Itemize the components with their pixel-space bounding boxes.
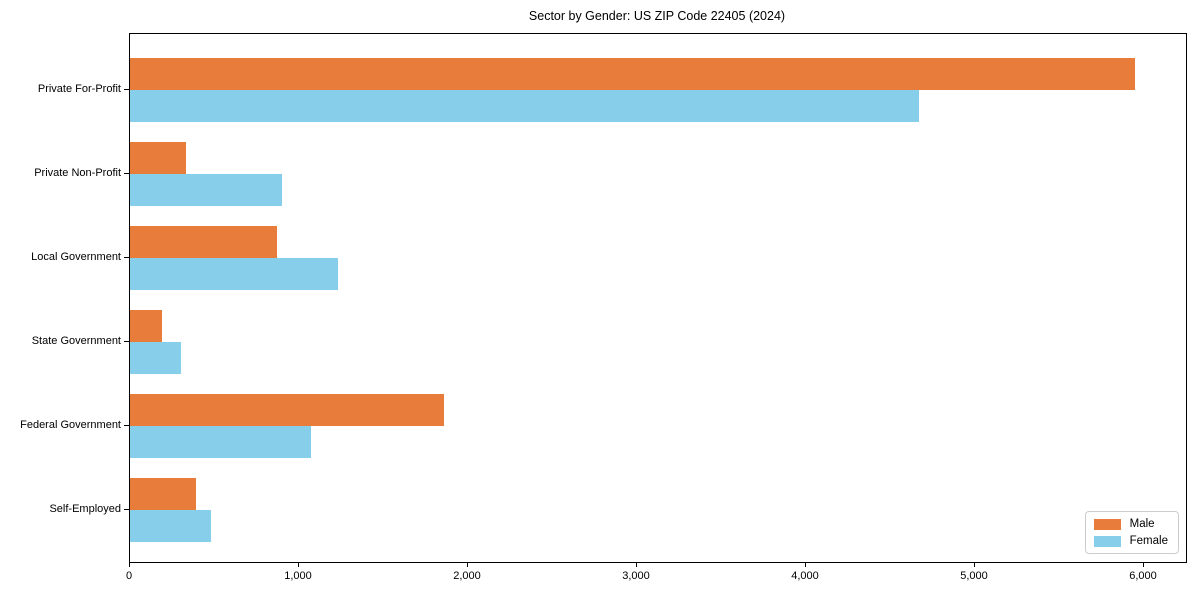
chart-title: Sector by Gender: US ZIP Code 22405 (202… (528, 9, 786, 23)
y-tick-label-self-employed: Self-Employed (49, 502, 121, 515)
bar-male-federal-government (130, 393, 444, 426)
y-tick-mark (124, 340, 129, 342)
x-tick-label-2-000: 2,000 (453, 570, 481, 582)
legend-label-female: Female (1129, 535, 1168, 547)
bar-female-state-government (130, 341, 181, 374)
bar-female-local-government (130, 257, 338, 290)
bar-male-private-for-profit (130, 58, 1135, 90)
bar-male-private-non-profit (130, 141, 186, 174)
legend-label-male: Male (1129, 518, 1155, 530)
x-tick-label-3-000: 3,000 (622, 570, 650, 582)
x-tick-label-6-000: 6,000 (1129, 570, 1157, 582)
y-tick-mark (124, 256, 129, 258)
x-tick-label-0: 0 (125, 570, 133, 582)
legend-item-male: Male (1093, 518, 1168, 530)
legend-swatch-male (1093, 518, 1121, 530)
bar-male-state-government (130, 309, 162, 342)
y-tick-label-private-non-profit: Private Non-Profit (34, 166, 121, 179)
x-tick-mark (805, 562, 806, 567)
bar-female-private-non-profit (130, 173, 282, 206)
x-tick-mark (129, 562, 130, 567)
legend: Male Female (1084, 511, 1179, 554)
bar-female-federal-government (130, 425, 311, 458)
x-tick-mark (1143, 562, 1144, 567)
bar-female-self-employed (130, 509, 211, 542)
y-tick-label-local-government: Local Government (31, 250, 121, 263)
y-tick-label-private-for-profit: Private For-Profit (37, 83, 121, 95)
x-tick-mark (298, 562, 299, 567)
y-tick-mark (124, 89, 129, 90)
legend-swatch-female (1093, 535, 1121, 547)
y-tick-label-state-government: State Government (31, 334, 121, 347)
bar-male-self-employed (130, 477, 196, 510)
x-tick-mark (974, 562, 975, 567)
x-tick-mark (467, 562, 468, 567)
y-tick-mark (124, 172, 129, 174)
y-tick-mark (124, 508, 129, 510)
x-tick-mark (636, 562, 637, 567)
bar-male-local-government (130, 225, 277, 258)
x-tick-label-5-000: 5,000 (960, 570, 988, 582)
plot-area: Male Female (129, 33, 1187, 563)
y-tick-mark (124, 424, 129, 426)
legend-item-female: Female (1093, 535, 1168, 547)
bar-female-private-for-profit (130, 90, 919, 122)
x-tick-label-4-000: 4,000 (791, 570, 819, 582)
x-tick-label-1-000: 1,000 (284, 570, 312, 582)
y-tick-label-federal-government: Federal Government (20, 418, 121, 431)
